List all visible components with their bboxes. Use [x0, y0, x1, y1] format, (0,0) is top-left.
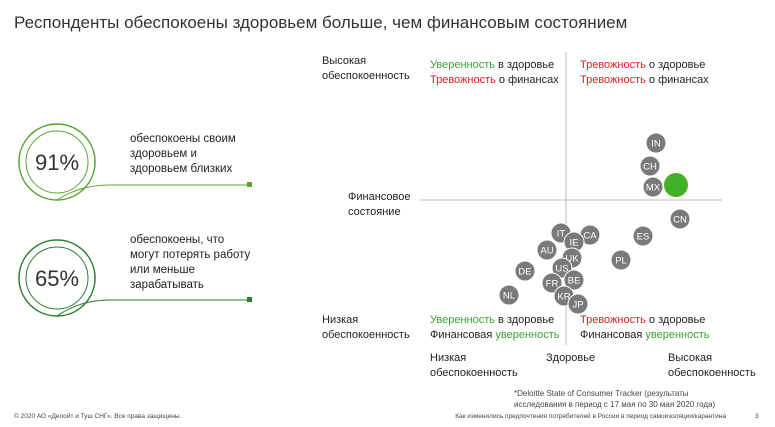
country-label: UK [565, 254, 579, 265]
quadrant-label-part: Финансовая [430, 329, 495, 341]
country-label: CN [673, 215, 687, 226]
country-bubble [536, 239, 558, 261]
stat-text: могут потерять работу [130, 249, 250, 261]
axis-label: обеспокоенность [430, 367, 518, 379]
country-bubble [541, 272, 563, 294]
country-label: KR [557, 292, 570, 303]
quadrant-label: Уверенность в здоровье [430, 59, 554, 71]
stat-text: обеспокоены, что [130, 234, 224, 246]
country-label: CA [583, 231, 597, 242]
axis-label: Высокая [322, 55, 366, 67]
country-bubble [639, 155, 661, 177]
quadrant-label: Финансовая уверенность [580, 329, 710, 341]
country-label: IE [570, 238, 579, 249]
quadrant-label-part: уверенность [495, 329, 559, 341]
quadrant-label: Тревожность о финансах [580, 74, 709, 86]
country-bubble [669, 208, 691, 230]
country-label: ES [637, 232, 650, 243]
stat-decor [18, 123, 250, 317]
country-label: NL [503, 291, 515, 302]
stat-value: 91% [35, 150, 79, 175]
country-bubble [563, 269, 585, 291]
quadrant-label-part: о финансах [496, 74, 559, 86]
axis-label: Низкая [430, 352, 466, 364]
slide-title: Респонденты обеспокоены здоровьем больше… [14, 13, 627, 32]
quadrant-label-part: уверенность [645, 329, 709, 341]
country-label: BE [568, 276, 581, 287]
quadrant-label-part: Тревожность [430, 74, 496, 86]
quadrant-label-part: о здоровье [646, 314, 706, 326]
quadrant-label: Финансовая уверенность [430, 329, 560, 341]
country-label: PL [615, 256, 627, 267]
stat-text: здоровьем близких [130, 163, 232, 175]
footer-left: © 2020 АО «Делойт и Туш СНГ». Все права … [14, 412, 182, 420]
quadrant-label: Тревожность о здоровье [580, 59, 705, 71]
stat-marker [247, 297, 252, 302]
stat-marker [247, 182, 252, 187]
country-bubble [514, 260, 536, 282]
axis-label: Высокая [668, 352, 712, 364]
stat-text: обеспокоены своим [130, 133, 236, 145]
country-label: CH [643, 162, 657, 173]
quadrant-label-part: о финансах [646, 74, 709, 86]
country-bubble [610, 249, 632, 271]
quadrant-label-part: Финансовая [580, 329, 645, 341]
stat-value: 65% [35, 266, 79, 291]
country-bubble [498, 284, 520, 306]
stat-text: зарабатывать [130, 279, 204, 291]
country-label: IN [651, 139, 661, 150]
country-label: US [555, 264, 568, 275]
footnote: *Deloitte State of Consumer Tracker (рез… [514, 389, 689, 398]
russia-marker [664, 173, 688, 197]
country-bubble [642, 176, 664, 198]
quadrant-label-part: Уверенность [430, 59, 495, 71]
quadrant-label: Уверенность в здоровье [430, 314, 554, 326]
axis-label: состояние [348, 206, 401, 218]
country-label: DE [518, 267, 531, 278]
quadrant-label-part: в здоровье [495, 314, 554, 326]
country-label: AU [540, 246, 553, 257]
quadrant-label-part: Тревожность [580, 59, 646, 71]
axis-label: обеспокоенность [322, 70, 410, 82]
axis-label: обеспокоенность [322, 329, 410, 341]
quadrant-label-part: в здоровье [495, 59, 554, 71]
footnote: исследования в период с 17 мая по 30 мая… [514, 400, 716, 409]
stat-text: или меньше [130, 264, 195, 276]
quadrant-label-part: Тревожность [580, 314, 646, 326]
country-label: FR [546, 279, 559, 290]
country-bubble [632, 225, 654, 247]
country-label: MX [646, 183, 661, 194]
axis-label: Здоровье [546, 352, 595, 364]
quadrant-label-part: Уверенность [430, 314, 495, 326]
quadrant-label-part: Тревожность [580, 74, 646, 86]
country-label: IT [557, 229, 566, 240]
axis-label: Низкая [322, 314, 358, 326]
axis-label: обеспокоенность [668, 367, 756, 379]
country-bubble [567, 293, 589, 315]
quadrant-label: Тревожность о финансах [430, 74, 559, 86]
footer-right: Как изменились предпочтения потребителей… [455, 412, 726, 420]
country-bubble [645, 132, 667, 154]
page-number: 3 [755, 413, 759, 420]
quadrant-label: Тревожность о здоровье [580, 314, 705, 326]
quadrant-label-part: о здоровье [646, 59, 706, 71]
axis-label: Финансовое [348, 191, 410, 203]
country-label: JP [572, 300, 583, 311]
stat-text: здоровьем и [130, 148, 197, 160]
